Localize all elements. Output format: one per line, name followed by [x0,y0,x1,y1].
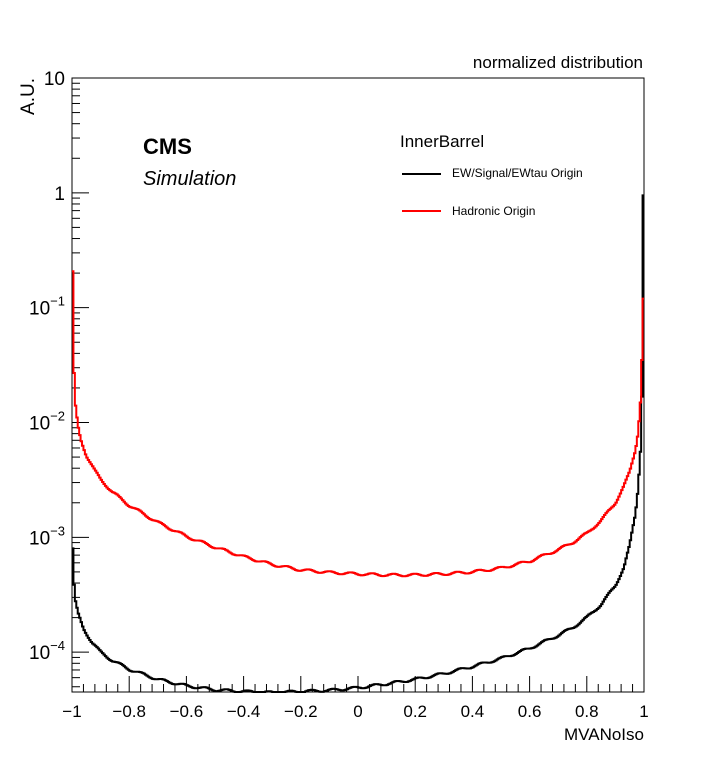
region-label: InnerBarrel [400,132,484,151]
y-tick-label: 10−4 [29,638,65,664]
x-tick-label: 0.6 [518,702,542,721]
series-ew-signal-line [72,194,644,693]
y-tick-base: 10 [29,528,50,549]
x-tick-label: 0.2 [403,702,427,721]
y-tick-base: 1 [54,184,65,205]
y-tick-label: 10−1 [29,294,65,320]
x-tick-labels: −1 −0.8 −0.6 −0.4 −0.2 0 0.2 0.4 0.6 0.8 1 [62,702,648,721]
y-tick-exponent: −3 [50,523,65,538]
x-tick-label: −0.4 [227,702,261,721]
y-tick-label: 10−2 [29,409,65,435]
y-tick-label: 1 [54,184,65,205]
x-tick-label: −0.8 [112,702,146,721]
legend-label-ew-signal: EW/Signal/EWtau Origin [452,166,583,180]
series-hadronic-line [72,270,644,578]
x-tick-label: 1 [639,702,648,721]
cms-label: CMS [143,134,192,159]
y-tick-label: 10−3 [29,523,65,549]
x-tick-label: 0.4 [461,702,485,721]
x-axis-label: MVANoIso [564,725,644,744]
y-tick-base: 10 [29,414,50,435]
chart-title: normalized distribution [473,53,643,72]
x-tick-label: −0.2 [284,702,318,721]
y-tick-base: 10 [29,643,50,664]
legend: EW/Signal/EWtau Origin Hadronic Origin [402,166,583,218]
y-tick-base: 10 [44,69,65,90]
x-tick-label: 0 [353,702,362,721]
y-axis-label: A.U. [18,78,39,115]
y-tick-exponent: −1 [50,294,65,309]
y-tick-label: 10 [44,69,65,90]
y-tick-exponent: −4 [50,638,65,653]
simulation-label: Simulation [143,168,236,190]
x-tick-label: −1 [62,702,81,721]
legend-label-hadronic: Hadronic Origin [452,204,535,218]
x-tick-label: −0.6 [170,702,204,721]
series-layer [72,194,644,693]
x-tick-label: 0.8 [575,702,599,721]
y-tick-exponent: −2 [50,409,65,424]
y-tick-base: 10 [29,299,50,320]
